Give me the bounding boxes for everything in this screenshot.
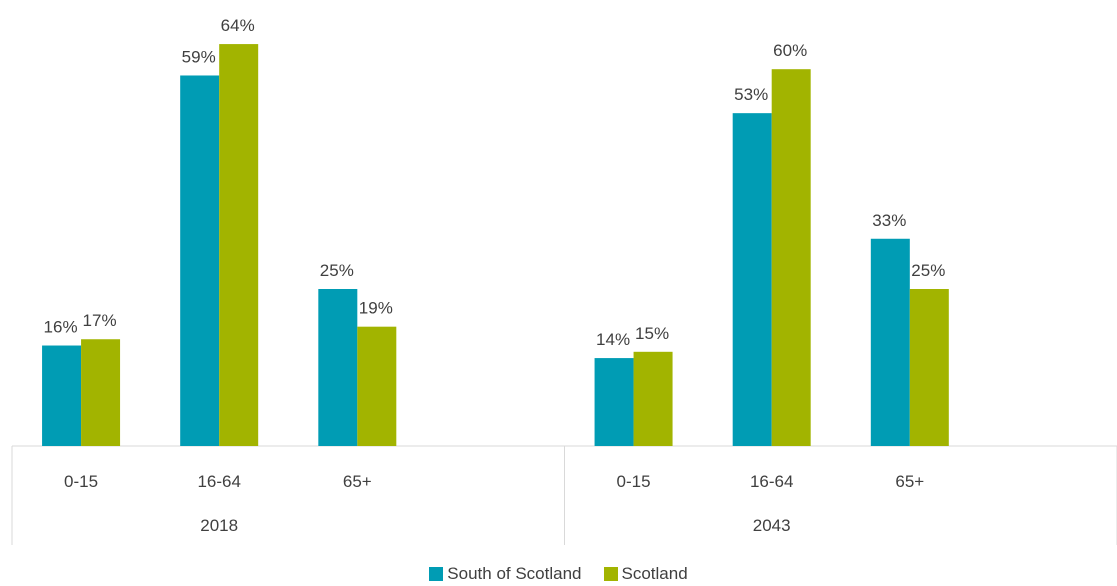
legend-label-south-of-scotland: South of Scotland [447, 564, 582, 583]
data-label-scotland-2018-0-15: 17% [83, 311, 117, 330]
labels-layer: 2018 0-15 16% 17% 16-64 59% 64% 65+ 25% 19% 2043 0-… [44, 16, 946, 535]
data-label-south-of-scotland-2043-16-64: 53% [734, 85, 768, 104]
bar-south-of-scotland-2018-16-64 [180, 75, 220, 446]
legend-label-scotland: Scotland [621, 564, 688, 583]
bars-layer [42, 44, 949, 447]
bar-south-of-scotland-2018-65 [318, 289, 358, 446]
group-label-2043: 2043 [753, 516, 791, 535]
bar-chart: 2018 0-15 16% 17% 16-64 59% 64% 65+ 25% 19% 2043 0-… [11, 16, 1117, 545]
bar-scotland-2018-16-64 [219, 44, 259, 447]
bar-south-of-scotland-2018-0-15 [42, 345, 82, 446]
data-label-scotland-2043-16-64: 60% [773, 41, 807, 60]
bar-south-of-scotland-2043-0-15 [594, 358, 634, 446]
axis-layer [11, 445, 1117, 545]
data-label-south-of-scotland-2018-65: 25% [320, 261, 354, 280]
category-label-2043-65: 65+ [895, 472, 924, 491]
bar-scotland-2043-16-64 [771, 69, 811, 446]
category-label-2043-0-15: 0-15 [617, 472, 651, 491]
legend-swatch-south-of-scotland [429, 567, 444, 581]
bar-scotland-2043-0-15 [633, 351, 673, 446]
data-label-south-of-scotland-2043-0-15: 14% [596, 330, 630, 349]
legend-swatch-scotland [603, 567, 618, 581]
category-label-2018-0-15: 0-15 [64, 472, 98, 491]
data-label-scotland-2043-0-15: 15% [635, 324, 669, 343]
legend: South of Scotland Scotland [0, 562, 1117, 586]
bar-scotland-2018-0-15 [81, 339, 121, 446]
bar-scotland-2043-65 [909, 289, 949, 446]
data-label-south-of-scotland-2018-16-64: 59% [182, 47, 216, 66]
data-label-south-of-scotland-2018-0-15: 16% [44, 318, 78, 337]
bar-south-of-scotland-2043-16-64 [732, 113, 772, 446]
bar-south-of-scotland-2043-65 [870, 238, 910, 446]
category-label-2018-16-64: 16-64 [197, 472, 240, 491]
bar-scotland-2018-65 [357, 326, 397, 446]
legend-item-south-of-scotland: South of Scotland [429, 564, 582, 584]
group-label-2018: 2018 [200, 516, 238, 535]
legend-item-scotland: Scotland [603, 564, 688, 584]
data-label-scotland-2018-65: 19% [359, 299, 393, 318]
category-label-2018-65: 65+ [343, 472, 372, 491]
data-label-scotland-2018-16-64: 64% [221, 16, 255, 35]
data-label-scotland-2043-65: 25% [911, 261, 945, 280]
data-label-south-of-scotland-2043-65: 33% [872, 211, 906, 230]
category-label-2043-16-64: 16-64 [750, 472, 793, 491]
